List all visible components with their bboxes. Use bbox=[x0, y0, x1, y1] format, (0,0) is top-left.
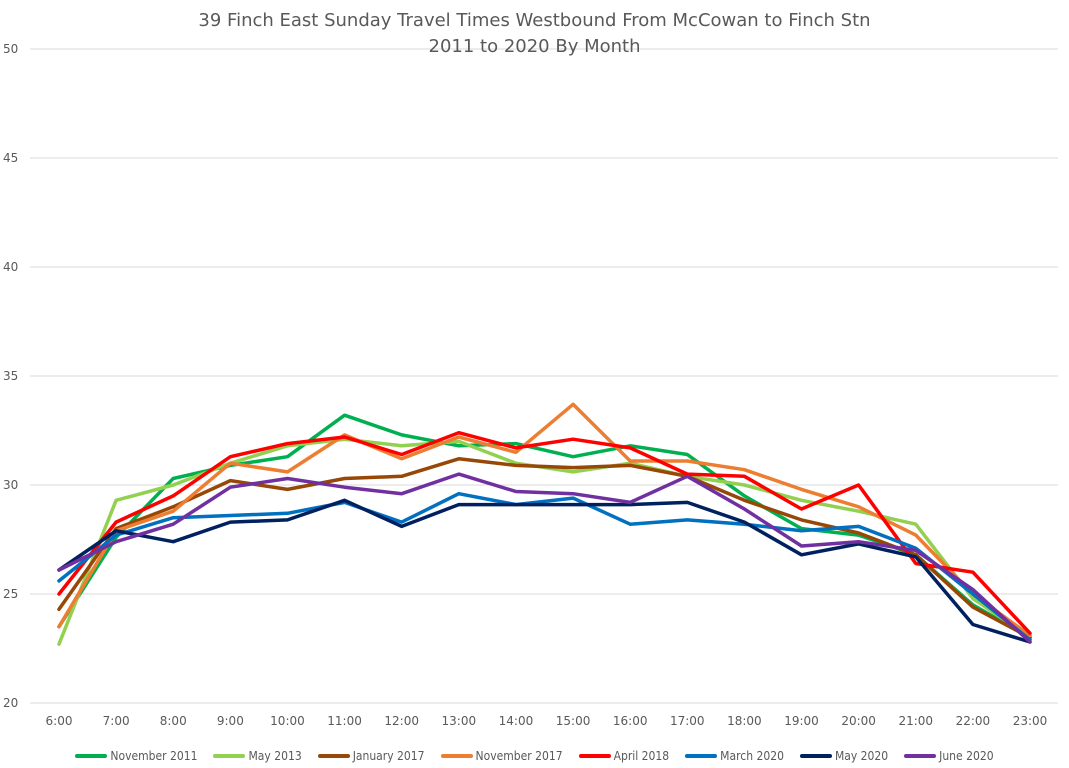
series-line-march-2020 bbox=[57, 491, 1032, 642]
legend-item-may-2020[interactable]: May 2020 bbox=[799, 749, 889, 763]
legend-swatch bbox=[75, 754, 108, 758]
chart-title: 39 Finch East Sunday Travel Times Westbo… bbox=[198, 10, 871, 31]
legend-swatch bbox=[578, 754, 611, 758]
legend-label: June 2020 bbox=[939, 749, 994, 763]
x-tick-label: 9:00 bbox=[217, 714, 244, 728]
gridlines bbox=[30, 48, 1058, 704]
x-tick-label: 15:00 bbox=[556, 714, 591, 728]
legend-item-march-2020[interactable]: March 2020 bbox=[685, 749, 784, 763]
x-tick-label: 6:00 bbox=[46, 714, 73, 728]
legend-label: April 2018 bbox=[613, 749, 670, 763]
legend-item-june-2020[interactable]: June 2020 bbox=[904, 749, 994, 763]
legend-swatch bbox=[440, 754, 473, 758]
series-line-june-2020 bbox=[57, 472, 1032, 644]
y-axis-ticks: 20 25 30 35 40 45 50 bbox=[3, 42, 18, 710]
y-tick-label: 50 bbox=[3, 42, 18, 56]
x-tick-label: 23:00 bbox=[1013, 714, 1048, 728]
x-tick-label: 21:00 bbox=[898, 714, 933, 728]
y-tick-label: 25 bbox=[3, 587, 18, 601]
legend-item-november-2017[interactable]: November 2017 bbox=[440, 749, 563, 763]
x-tick-label: 7:00 bbox=[103, 714, 130, 728]
y-tick-label: 40 bbox=[3, 260, 18, 274]
y-tick-label: 35 bbox=[3, 369, 18, 383]
legend-item-april-2018[interactable]: April 2018 bbox=[578, 749, 670, 763]
legend-label: May 2020 bbox=[834, 749, 889, 763]
x-tick-label: 11:00 bbox=[327, 714, 362, 728]
legend-swatch bbox=[213, 754, 246, 758]
y-tick-label: 20 bbox=[3, 696, 18, 710]
series-line-january-2017 bbox=[57, 457, 1032, 640]
legend-item-november-2011[interactable]: November 2011 bbox=[75, 749, 197, 763]
legend-swatch bbox=[685, 754, 718, 758]
legend-label: March 2020 bbox=[720, 749, 784, 763]
series-line-april-2018 bbox=[57, 430, 1032, 635]
x-tick-label: 22:00 bbox=[956, 714, 991, 728]
legend-swatch bbox=[904, 754, 937, 758]
x-tick-label: 14:00 bbox=[499, 714, 534, 728]
legend-label: January 2017 bbox=[352, 749, 425, 763]
legend-label: November 2017 bbox=[475, 749, 563, 763]
legend-item-january-2017[interactable]: January 2017 bbox=[317, 749, 425, 763]
legend-swatch bbox=[317, 754, 350, 758]
x-tick-label: 19:00 bbox=[784, 714, 819, 728]
legend: November 2011 May 2013 January 2017 Novembe… bbox=[0, 749, 1069, 763]
y-tick-label: 45 bbox=[3, 151, 18, 165]
x-tick-label: 12:00 bbox=[384, 714, 419, 728]
legend-label: May 2013 bbox=[248, 749, 302, 763]
x-axis-ticks: 6:00 7:00 8:00 9:00 10:00 11:00 12:00 13:00 14:0… bbox=[46, 714, 1048, 728]
x-tick-label: 10:00 bbox=[270, 714, 305, 728]
series-line-november-2011 bbox=[57, 413, 1032, 640]
series-line-november-2017 bbox=[57, 402, 1032, 638]
x-tick-label: 17:00 bbox=[670, 714, 705, 728]
legend-item-may-2013[interactable]: May 2013 bbox=[213, 749, 302, 763]
x-tick-label: 13:00 bbox=[442, 714, 477, 728]
legend-swatch bbox=[799, 754, 832, 758]
legend-label: November 2011 bbox=[110, 749, 198, 763]
x-tick-label: 18:00 bbox=[727, 714, 762, 728]
series-lines bbox=[57, 402, 1032, 646]
x-tick-label: 16:00 bbox=[613, 714, 648, 728]
x-tick-label: 20:00 bbox=[841, 714, 876, 728]
series-line-may-2020 bbox=[57, 498, 1032, 644]
x-tick-label: 8:00 bbox=[160, 714, 187, 728]
chart-subtitle: 2011 to 2020 By Month bbox=[428, 36, 641, 57]
y-tick-label: 30 bbox=[3, 478, 18, 492]
